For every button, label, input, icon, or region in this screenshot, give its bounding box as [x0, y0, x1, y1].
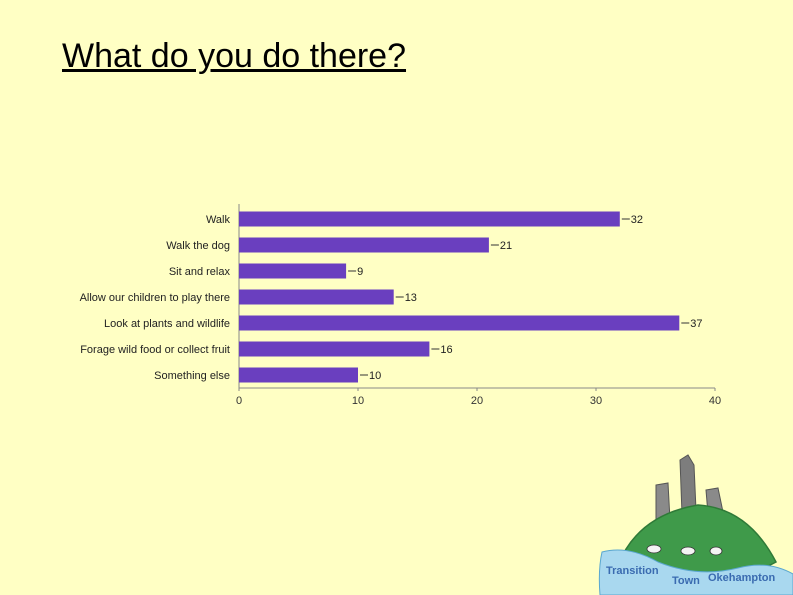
bar	[239, 367, 358, 383]
x-tick-label: 40	[709, 395, 721, 407]
x-tick-label: 30	[590, 395, 602, 407]
value-labels: 32 21 9 13 37 16 10	[348, 214, 703, 382]
logo-text-okehampton: Okehampton	[708, 572, 776, 584]
logo-text-town: Town	[672, 575, 700, 587]
value-label: 32	[631, 214, 643, 226]
bar	[239, 237, 489, 253]
bar	[239, 341, 430, 357]
bar	[239, 263, 347, 279]
value-label: 9	[357, 266, 363, 278]
x-tick-label: 20	[471, 395, 483, 407]
value-label: 10	[369, 370, 381, 382]
category-label: Something else	[154, 370, 230, 382]
x-ticks: 0 10 20 30 40	[236, 388, 721, 407]
category-label: Forage wild food or collect fruit	[80, 344, 230, 356]
value-label: 16	[440, 344, 452, 356]
logo-text-transition: Transition	[606, 565, 659, 577]
value-label: 21	[500, 240, 512, 252]
category-label: Walk	[206, 214, 231, 226]
value-label: 37	[690, 318, 702, 330]
category-label: Sit and relax	[169, 266, 231, 278]
bar	[239, 211, 620, 227]
category-label: Look at plants and wildlife	[104, 318, 230, 330]
bars	[239, 211, 680, 383]
transition-town-logo: Transition Town Okehampton	[598, 454, 793, 595]
bar	[239, 315, 680, 331]
category-label: Walk the dog	[166, 240, 230, 252]
category-label: Allow our children to play there	[80, 292, 230, 304]
value-label: 13	[405, 292, 417, 304]
x-tick-label: 10	[352, 395, 364, 407]
bar	[239, 289, 394, 305]
category-labels: Walk Walk the dog Sit and relax Allow our c…	[80, 214, 231, 382]
slide-title: What do you do there?	[62, 37, 407, 75]
x-tick-label: 0	[236, 395, 242, 407]
